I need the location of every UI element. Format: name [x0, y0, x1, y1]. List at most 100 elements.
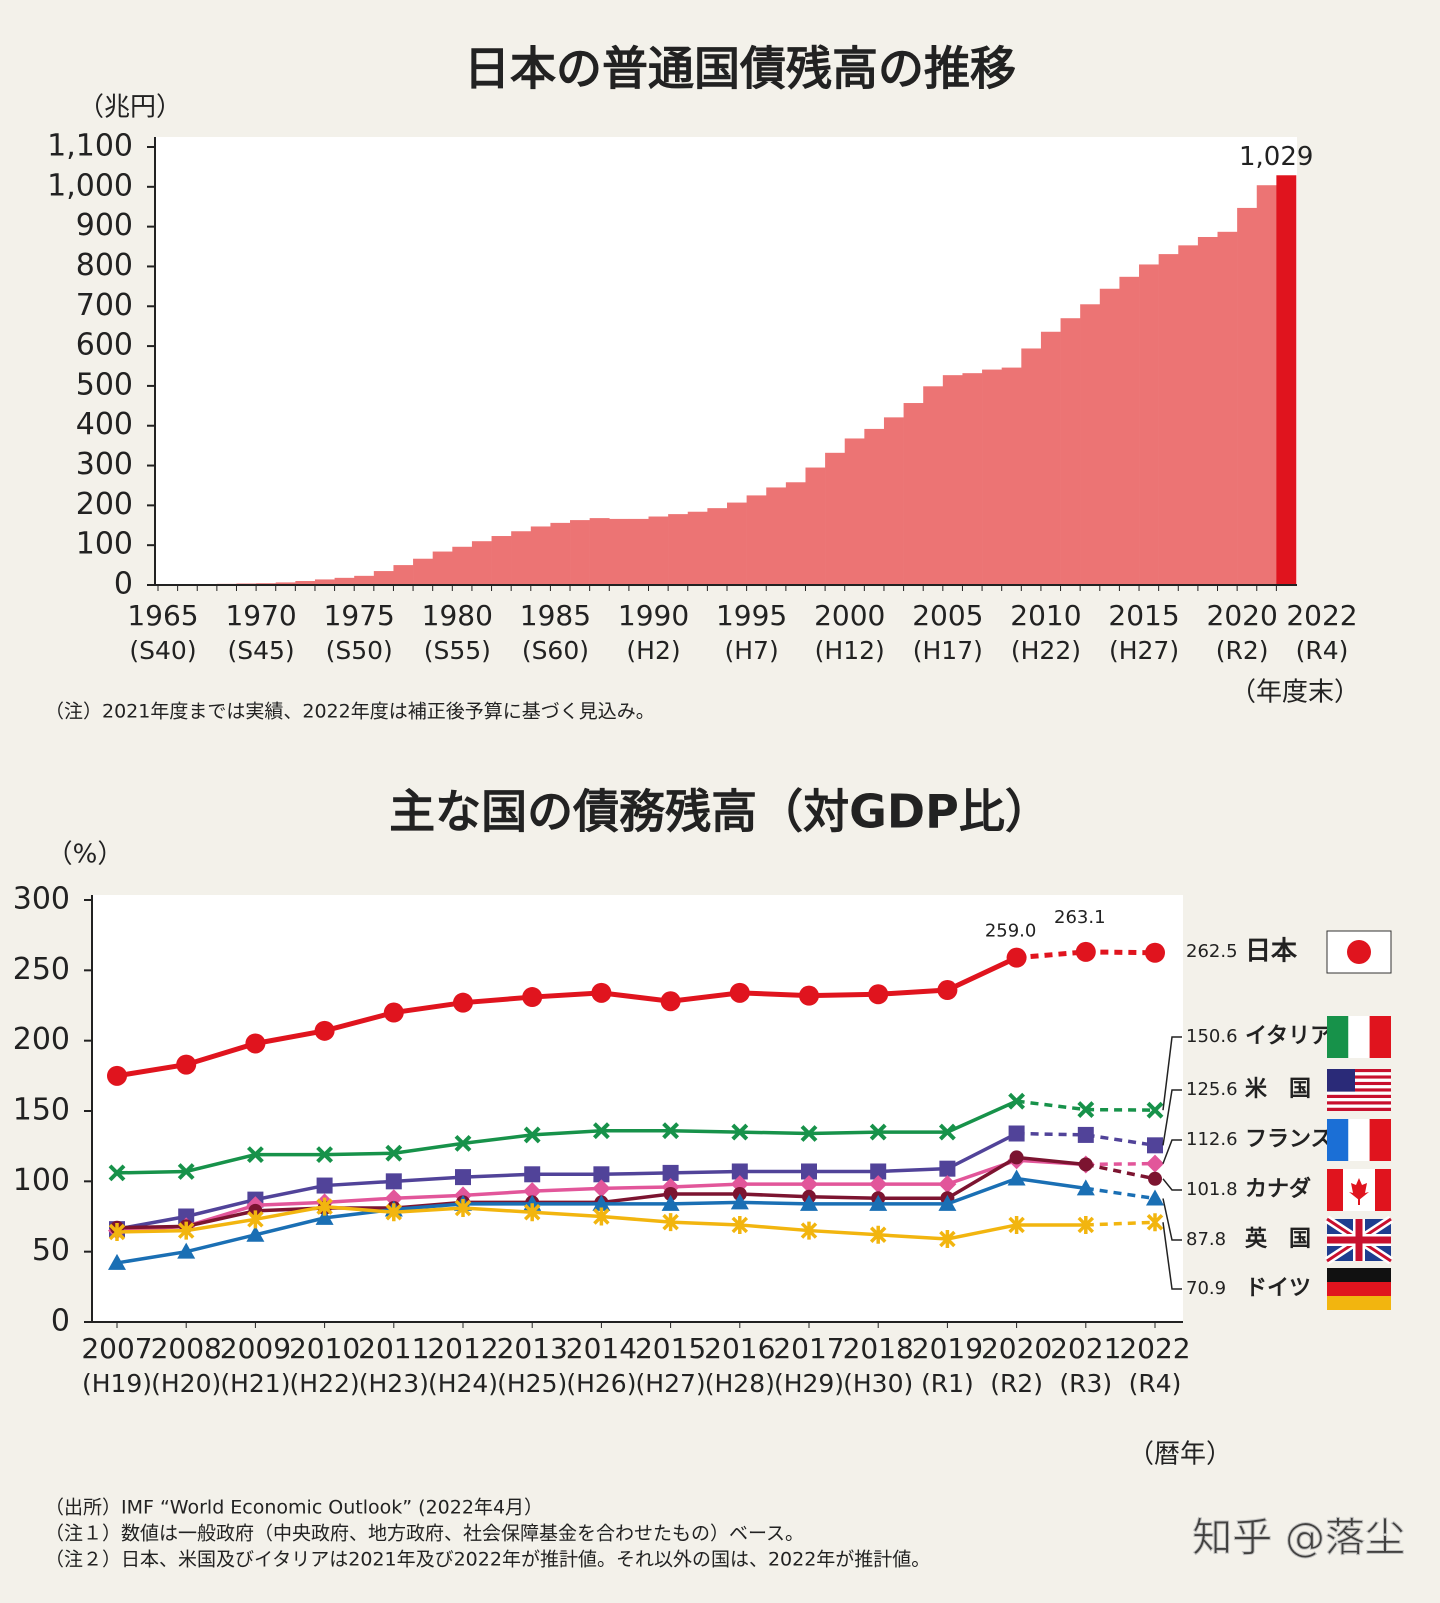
bar — [1001, 367, 1022, 585]
bar — [1197, 236, 1218, 586]
y-tick-label: 200 — [13, 1022, 70, 1057]
marker — [937, 980, 958, 1001]
flag — [1358, 1199, 1360, 1205]
x-tick-label: 1990 — [618, 599, 689, 632]
marker — [869, 1225, 887, 1244]
x-tick-label: 2011 — [358, 1332, 429, 1365]
marker — [522, 987, 543, 1008]
x-tick-sublabel: (S55) — [424, 636, 491, 665]
marker — [868, 984, 889, 1005]
leader-line — [1162, 1036, 1182, 1111]
x-tick-label: 2009 — [220, 1332, 291, 1365]
marker — [593, 1207, 610, 1226]
bar — [962, 373, 983, 585]
x-tick-sublabel: (S40) — [129, 636, 196, 665]
marker — [246, 1225, 265, 1242]
series-line — [1085, 1161, 1156, 1167]
x-tick-label: 1970 — [225, 599, 296, 632]
marker — [176, 1054, 197, 1075]
marker — [1146, 1154, 1164, 1173]
marker — [316, 1197, 333, 1216]
bar — [589, 518, 610, 585]
x-tick-sublabel: (R4) — [1129, 1369, 1182, 1398]
x-tick-sublabel: (H21) — [220, 1369, 290, 1398]
marker — [108, 1253, 126, 1270]
bar — [354, 575, 375, 585]
marker — [1077, 1126, 1094, 1143]
x-tick-label: 2018 — [843, 1332, 914, 1365]
y-tick-label: 300 — [13, 882, 70, 917]
flag — [1349, 1178, 1369, 1200]
legend-label: 英 国 — [1245, 1227, 1311, 1252]
marker — [1075, 941, 1096, 962]
marker — [938, 1123, 956, 1141]
x-tick-label: 2015 — [635, 1332, 706, 1365]
marker — [1146, 1213, 1164, 1232]
marker — [383, 1002, 404, 1023]
marker — [316, 1177, 333, 1194]
marker — [1006, 947, 1027, 968]
marker — [1076, 1179, 1095, 1196]
flag — [1327, 1219, 1391, 1261]
x-tick-label: 2020 — [1207, 599, 1278, 632]
x-tick-sublabel: (H29) — [774, 1369, 844, 1398]
marker — [1146, 1101, 1164, 1119]
marker — [1146, 1189, 1164, 1206]
marker — [385, 1203, 403, 1222]
y-tick-label: 1,100 — [47, 129, 133, 164]
x-tick-sublabel: (H20) — [151, 1369, 221, 1398]
y-tick-label: 900 — [76, 208, 133, 243]
marker — [177, 1242, 196, 1259]
bar — [766, 487, 787, 585]
flag — [1327, 1169, 1343, 1211]
marker — [1009, 1150, 1024, 1165]
y-tick-label: 250 — [13, 952, 70, 987]
x-tick-sublabel: (H22) — [290, 1369, 360, 1398]
bar — [413, 558, 433, 585]
y-tick-label: 0 — [51, 1304, 70, 1339]
watermark: 知乎 @落尘 — [1192, 1515, 1405, 1561]
flag-icon — [1326, 930, 1392, 974]
marker — [247, 1210, 264, 1229]
marker — [869, 1175, 888, 1194]
note: （注２）日本、米国及びイタリアは2021年及び2022年が推計値。それ以外の国は… — [45, 1549, 930, 1571]
flag — [1327, 1081, 1391, 1086]
x-tick-label: 2008 — [151, 1332, 222, 1365]
marker — [799, 985, 819, 1006]
marker — [938, 1194, 957, 1211]
x-tick-label: 1965 — [127, 599, 198, 632]
y-tick-label: 1,000 — [47, 168, 133, 203]
marker — [662, 1164, 679, 1181]
marker — [661, 1194, 680, 1211]
y-tick-label: 100 — [13, 1163, 70, 1198]
leader-line — [1162, 1089, 1182, 1146]
marker — [245, 1033, 266, 1054]
x-tick-sublabel: (H30) — [843, 1369, 913, 1398]
marker — [662, 1122, 680, 1140]
bar — [1158, 254, 1179, 586]
marker — [869, 1123, 887, 1141]
note: （注）2021年度までは実績、2022年度は補正後予算に基づく見込み。 — [45, 701, 655, 723]
x-tick-label: 2016 — [704, 1332, 775, 1365]
marker — [314, 1020, 335, 1041]
marker — [592, 1194, 611, 1211]
series-line — [116, 1131, 1018, 1231]
x-tick-label: 2020 — [981, 1332, 1052, 1365]
x-tick-sublabel: (H28) — [705, 1369, 775, 1398]
marker — [1148, 1171, 1162, 1186]
bar — [785, 482, 806, 585]
series-line — [1016, 949, 1156, 961]
marker — [592, 1179, 611, 1198]
legend-label: フランス — [1245, 1127, 1333, 1152]
x-tick-sublabel: (S60) — [522, 636, 589, 665]
bar — [1040, 331, 1061, 585]
legend-value: 125.6 — [1186, 1079, 1238, 1100]
bar — [511, 531, 532, 585]
y-tick-label: 200 — [76, 487, 133, 522]
marker — [662, 1213, 679, 1232]
marker — [454, 1134, 472, 1152]
marker — [591, 982, 612, 1003]
x-tick-sublabel: (H22) — [1011, 636, 1081, 665]
bar — [1119, 276, 1140, 585]
marker — [1008, 1125, 1025, 1142]
